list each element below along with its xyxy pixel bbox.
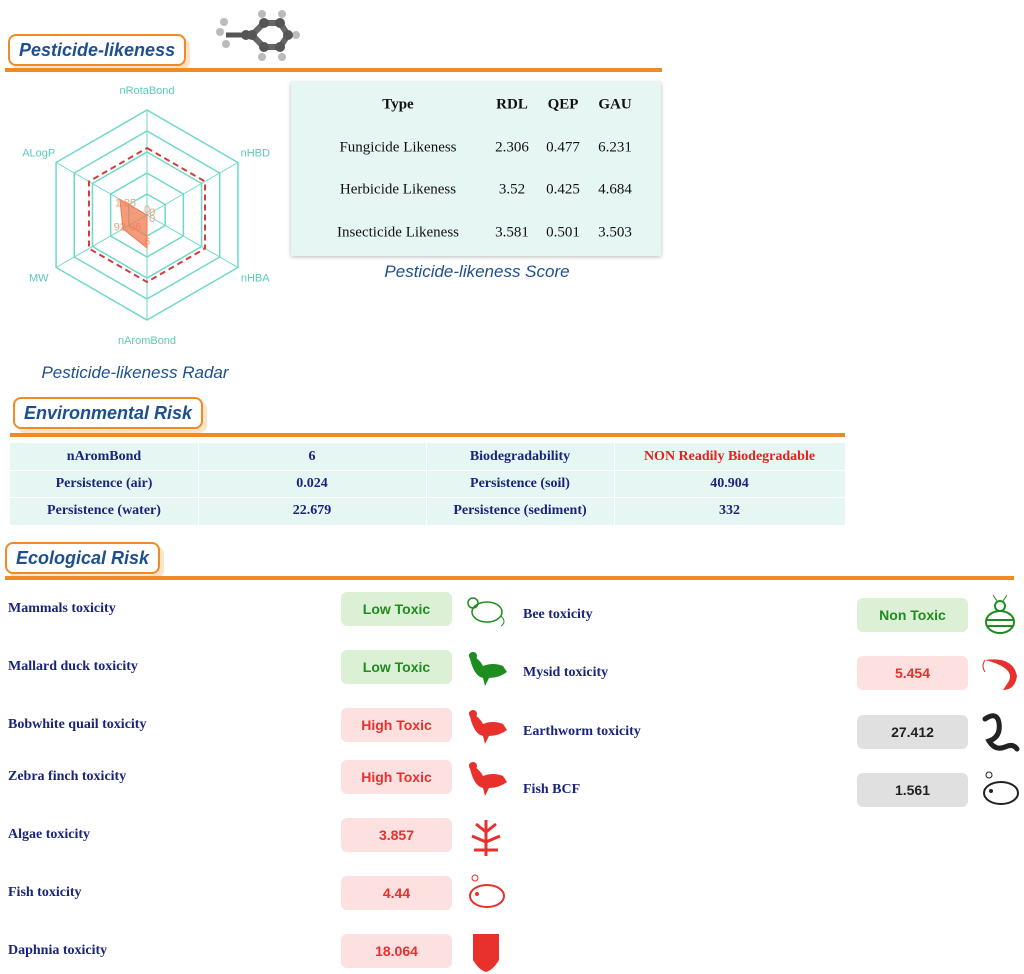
table-cell: Persistence (soil) xyxy=(470,476,570,491)
divider xyxy=(5,68,662,72)
radar-axis-label: MW xyxy=(29,273,49,285)
table-cell: 332 xyxy=(719,503,740,518)
table-cell: 3.503 xyxy=(598,224,632,241)
toxicity-icon xyxy=(985,594,1015,634)
table-cell: Persistence (air) xyxy=(55,476,153,491)
radar-caption: Pesticide-likeness Radar xyxy=(41,363,229,382)
table-cell: NON Readily Biodegradable xyxy=(643,449,816,464)
table-cell: 3.52 xyxy=(498,181,526,198)
table-cell: 2.306 xyxy=(495,139,529,156)
radar-value-label: 0 xyxy=(149,207,155,219)
table-cell: 6.231 xyxy=(598,139,632,156)
toxicity-label: Fish BCF xyxy=(523,782,581,797)
radar-axis-label: nHBD xyxy=(241,148,270,160)
table-cell: Fungicide Likeness xyxy=(339,139,457,156)
toxicity-badge: 5.454 xyxy=(857,656,968,690)
toxicity-icon xyxy=(982,659,1017,690)
table-cell: Insecticide Likeness xyxy=(336,224,460,241)
radar-spoke xyxy=(146,214,239,268)
toxicity-icon xyxy=(469,874,505,908)
column-header: GAU xyxy=(598,96,632,113)
radar-axis-label: nRotaBond xyxy=(119,85,174,97)
toxicity-badge: 1.561 xyxy=(857,773,968,807)
column-divider xyxy=(426,443,427,525)
column-divider xyxy=(614,443,615,525)
table-cell: 40.904 xyxy=(710,476,749,491)
radar-spoke xyxy=(146,162,239,216)
table-cell: 22.679 xyxy=(292,503,332,518)
toxicity-icon xyxy=(469,652,507,686)
column-divider xyxy=(198,443,199,525)
divider xyxy=(10,433,845,437)
toxicity-label: Bobwhite quail toxicity xyxy=(8,717,147,732)
column-header: QEP xyxy=(547,96,579,113)
table-cell: Biodegradability xyxy=(469,449,571,464)
toxicity-label: Mysid toxicity xyxy=(523,665,609,680)
toxicity-badge: Non Toxic xyxy=(857,598,968,632)
table-cell: 4.684 xyxy=(598,181,632,198)
column-header: RDL xyxy=(496,96,528,113)
radar-value-label: 0 xyxy=(149,213,155,225)
toxicity-label: Mallard duck toxicity xyxy=(8,659,138,674)
toxicity-label: Algae toxicity xyxy=(8,827,91,842)
radar-threshold xyxy=(87,146,207,284)
environment-table: nAromBond 6 Biodegradability NON Readily Bi… xyxy=(10,443,845,525)
toxicity-icon xyxy=(473,934,499,972)
radar-axis-label: ALogP xyxy=(22,148,55,160)
column-header: Type xyxy=(382,96,414,113)
toxicity-label: Bee toxicity xyxy=(523,607,593,622)
section-header: Environmental Risk xyxy=(13,397,204,429)
toxicity-icon xyxy=(471,820,501,856)
toxicity-badge: 27.412 xyxy=(857,715,968,749)
toxicity-label: Fish toxicity xyxy=(8,885,82,900)
toxicity-badge: 4.44 xyxy=(341,876,452,910)
toxicity-badge: High Toxic xyxy=(341,760,452,794)
row-divider xyxy=(10,497,845,498)
toxicity-label: Daphnia toxicity xyxy=(8,943,108,958)
toxicity-badge: High Toxic xyxy=(341,708,452,742)
radar-area xyxy=(119,198,148,250)
table-cell: 0.477 xyxy=(546,139,580,156)
table-cell: 0.501 xyxy=(546,224,580,241)
toxicity-badge: 3.857 xyxy=(341,818,452,852)
table-cell: 0.425 xyxy=(546,181,580,198)
divider xyxy=(5,576,1014,580)
toxicity-label: Mammals toxicity xyxy=(8,601,116,616)
radar-axis-label: nAromBond xyxy=(118,335,176,347)
radar-chart: nRotaBond0nHBD0nHBA0nAromBond6MW92.06ALo… xyxy=(22,85,270,347)
toxicity-icon xyxy=(467,597,505,627)
table-cell: 0.024 xyxy=(296,476,328,491)
score-caption: Pesticide-likeness Score xyxy=(384,262,570,281)
table-cell: Persistence (water) xyxy=(47,503,161,518)
score-table: Type RDL QEP GAU Fungicide Likeness 2.306 0.47… xyxy=(291,82,661,256)
table-cell: 6 xyxy=(308,449,316,464)
toxicity-label: Zebra finch toxicity xyxy=(8,769,127,784)
radar-axis-label: nHBA xyxy=(241,273,270,285)
radar-value-label: 0 xyxy=(144,204,150,216)
toxicity-label: Earthworm toxicity xyxy=(523,724,641,739)
table-cell: Persistence (sediment) xyxy=(453,503,587,518)
table-cell: nAromBond xyxy=(66,449,142,464)
table-cell: 3.581 xyxy=(495,224,529,241)
toxicity-icon xyxy=(469,762,507,796)
toxicity-badge: Low Toxic xyxy=(341,592,452,626)
toxicity-badge: Low Toxic xyxy=(341,650,452,684)
table-cell: Herbicide Likeness xyxy=(339,181,457,198)
row-divider xyxy=(10,470,845,471)
section-header: Pesticide-likeness xyxy=(8,34,187,66)
toxicity-badge: 18.064 xyxy=(341,934,452,968)
section-header: Ecological Risk xyxy=(5,542,161,574)
toxicity-icon xyxy=(469,710,507,744)
toxicity-icon xyxy=(983,771,1019,805)
molecule-icon xyxy=(216,10,300,61)
toxicity-icon xyxy=(982,713,1020,752)
